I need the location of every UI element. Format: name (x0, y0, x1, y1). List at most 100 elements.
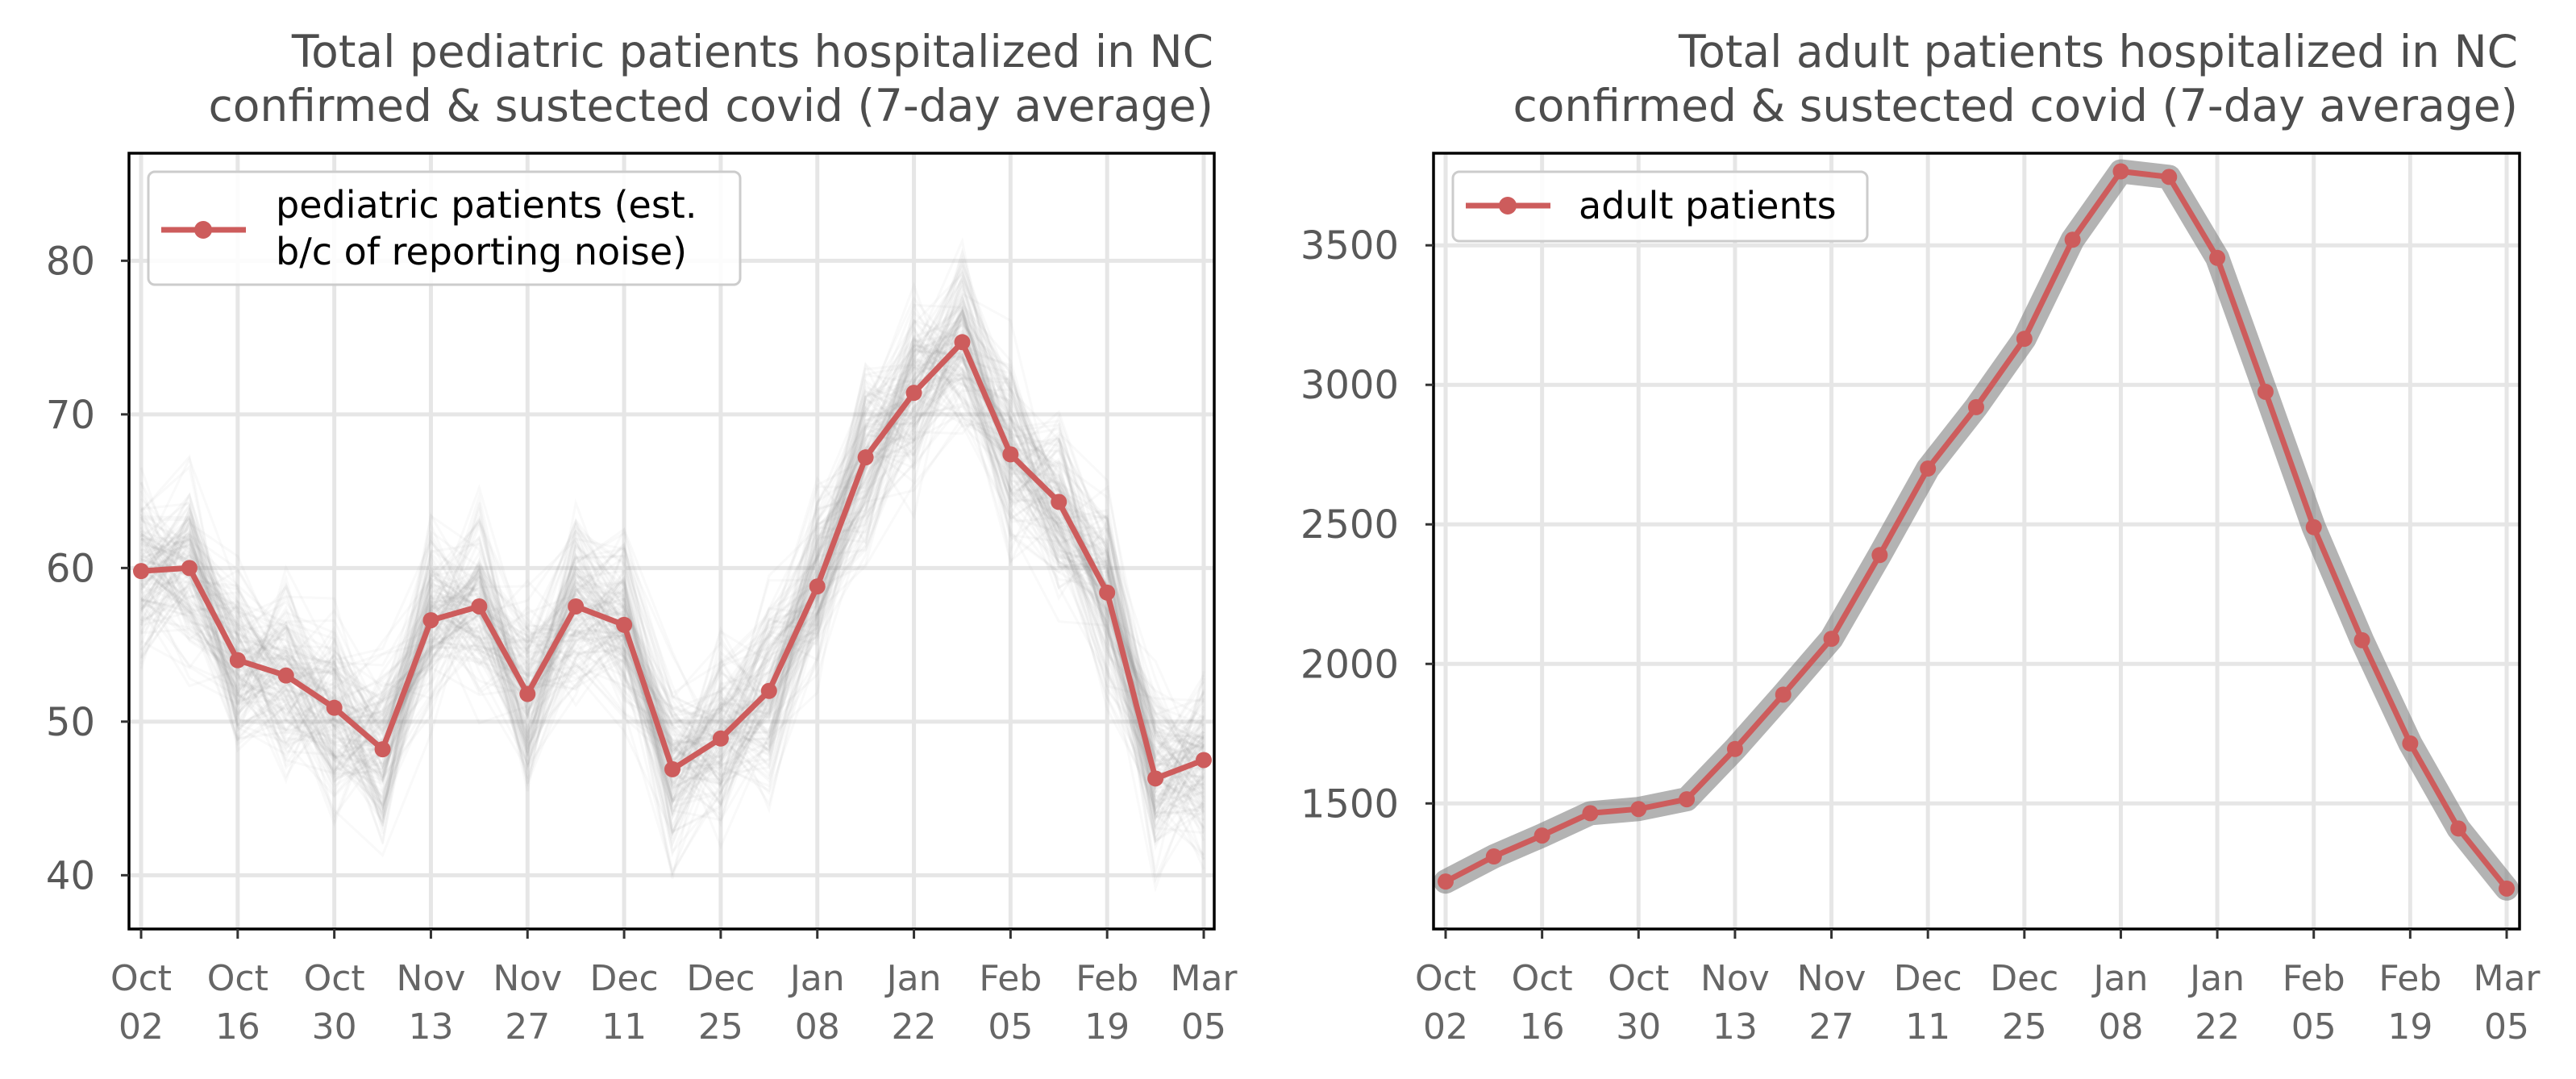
pediatric-ensemble-line (140, 337, 1205, 842)
pediatric-ensemble-line (140, 355, 1205, 827)
pediatric-ensemble-line (139, 336, 1205, 844)
adult-data-point (2209, 249, 2226, 266)
pediatric-data-point (133, 563, 149, 580)
pediatric-data-point (471, 598, 488, 614)
adult-data-point (1775, 686, 1792, 703)
adult-x-tick-label-month: Jan (2091, 958, 2149, 999)
adult-y-tick-label: 1500 (1300, 781, 1399, 827)
adult-y-tick-label: 3500 (1300, 223, 1399, 269)
pediatric-data-point (664, 760, 680, 777)
pediatric-ensemble-line (139, 294, 1205, 802)
pediatric-legend: pediatric patients (est. b/c of reportin… (147, 170, 742, 286)
pediatric-ensemble-line (139, 324, 1205, 824)
pediatric-ensemble-line (139, 366, 1205, 803)
pediatric-ensemble-line (139, 323, 1205, 789)
pediatric-ensemble-line (139, 315, 1205, 834)
pediatric-ensemble-line (140, 356, 1205, 806)
pediatric-ensemble-line (139, 381, 1205, 812)
adult-x-tick-label-day: 05 (2484, 1006, 2529, 1048)
pediatric-x-tick-label-month: Jan (884, 958, 942, 999)
pediatric-ensemble-line (140, 319, 1205, 860)
pediatric-ensemble-line (140, 366, 1205, 832)
pediatric-ensemble-line (139, 395, 1205, 875)
pediatric-x-tick-label-month: Dec (686, 958, 755, 999)
adult-x-tick-label-day: 08 (2098, 1006, 2143, 1048)
adult-x-tick-label-day: 30 (1616, 1006, 1661, 1048)
pediatric-ensemble-line (139, 308, 1205, 822)
adult-data-layer (1434, 159, 2519, 901)
pediatric-ensemble-line (139, 296, 1205, 761)
adult-data-point (1438, 873, 1454, 890)
pediatric-ensemble-line (139, 321, 1205, 763)
adult-axes-frame (1432, 152, 2521, 931)
adult-x-tick-label-month: Mar (2473, 958, 2541, 999)
pediatric-ensemble-line (139, 352, 1205, 814)
pediatric-data-point (1147, 770, 1164, 787)
adult-data-point (1823, 631, 1840, 648)
pediatric-data-point (905, 385, 922, 402)
pediatric-ensemble-line (140, 402, 1205, 783)
pediatric-ensemble-line (139, 343, 1205, 816)
pediatric-chart-title-line-1: Total pediatric patients hospitalized in… (291, 26, 1213, 77)
adult-x-tick-label-day: 22 (2195, 1006, 2240, 1048)
pediatric-ensemble-line (140, 323, 1205, 749)
pediatric-x-tick-label-day: 27 (505, 1006, 550, 1048)
pediatric-x-tick-label-day: 16 (215, 1006, 260, 1048)
pediatric-ensemble-line (140, 342, 1205, 844)
pediatric-x-tick-label-day: 05 (1181, 1006, 1226, 1048)
pediatric-ensemble-line (139, 301, 1205, 847)
pediatric-ensemble-line (139, 337, 1205, 780)
pediatric-ensemble-line (139, 373, 1205, 822)
pediatric-ensemble-line (140, 380, 1205, 818)
pediatric-ensemble-line (139, 307, 1205, 788)
pediatric-ensemble-line (140, 370, 1205, 753)
pediatric-ensemble-line (139, 236, 1205, 836)
adult-data-point (2112, 163, 2129, 180)
adult-plot-area: 1500 2000 2500 3000 3500 Oct 02 Oct 16 Oct 30 Nov 13… (1300, 152, 2541, 1048)
adult-x-tick-label-month: Feb (2378, 958, 2441, 999)
pediatric-x-tick-label-day: 19 (1084, 1006, 1130, 1048)
adult-data-point (1726, 740, 1743, 757)
pediatric-x-tick-label-month: Oct (110, 958, 172, 999)
pediatric-data-point (712, 730, 729, 747)
adult-x-tick-label-month: Dec (1894, 958, 1962, 999)
pediatric-ensemble-line (140, 308, 1205, 816)
pediatric-ensemble-line (139, 361, 1205, 759)
adult-x-tick-label-month: Feb (2283, 958, 2345, 999)
pediatric-ensemble-line (140, 264, 1205, 834)
pediatric-y-tick-label: 40 (46, 853, 95, 898)
pediatric-ensemble-line (139, 310, 1205, 856)
pediatric-x-tick-label-month: Nov (493, 958, 562, 999)
adult-x-tick-label-day: 16 (1520, 1006, 1565, 1048)
pediatric-ensemble-line (140, 344, 1205, 797)
adult-data-point (2305, 519, 2322, 535)
pediatric-ensemble-line (140, 271, 1205, 770)
pediatric-ensemble-line (140, 275, 1205, 828)
adult-data-point (1485, 848, 1502, 865)
pediatric-ensemble-line (139, 287, 1205, 812)
pediatric-x-tick-label-day: 02 (119, 1006, 164, 1048)
pediatric-ensemble-line (139, 292, 1205, 831)
pediatric-data-point (1196, 752, 1212, 769)
pediatric-ensemble-line (139, 265, 1205, 762)
pediatric-ensemble-line (140, 319, 1205, 769)
pediatric-ensemble-line (139, 349, 1205, 757)
adult-y-tick-label: 2500 (1300, 502, 1399, 548)
adult-chart-title-line-1: Total adult patients hospitalized in NC (1678, 26, 2518, 77)
pediatric-legend-marker (194, 221, 212, 239)
adult-x-tick-label-day: 11 (1905, 1006, 1950, 1048)
pediatric-ensemble-line (139, 269, 1205, 828)
adult-data-point (2450, 820, 2467, 837)
pediatric-ensemble-line (140, 357, 1205, 813)
pediatric-ensemble-line (140, 315, 1205, 806)
pediatric-data-layer (133, 236, 1212, 894)
pediatric-y-tick-label: 50 (46, 700, 95, 745)
pediatric-ensemble-line (139, 337, 1205, 848)
pediatric-ensemble-line (139, 344, 1205, 834)
pediatric-ensemble-line (140, 310, 1205, 802)
adult-data-point (2064, 231, 2081, 248)
adult-x-tick-label-month: Jan (2187, 958, 2245, 999)
pediatric-x-tick-label-day: 30 (312, 1006, 357, 1048)
pediatric-ensemble-line (140, 313, 1205, 784)
